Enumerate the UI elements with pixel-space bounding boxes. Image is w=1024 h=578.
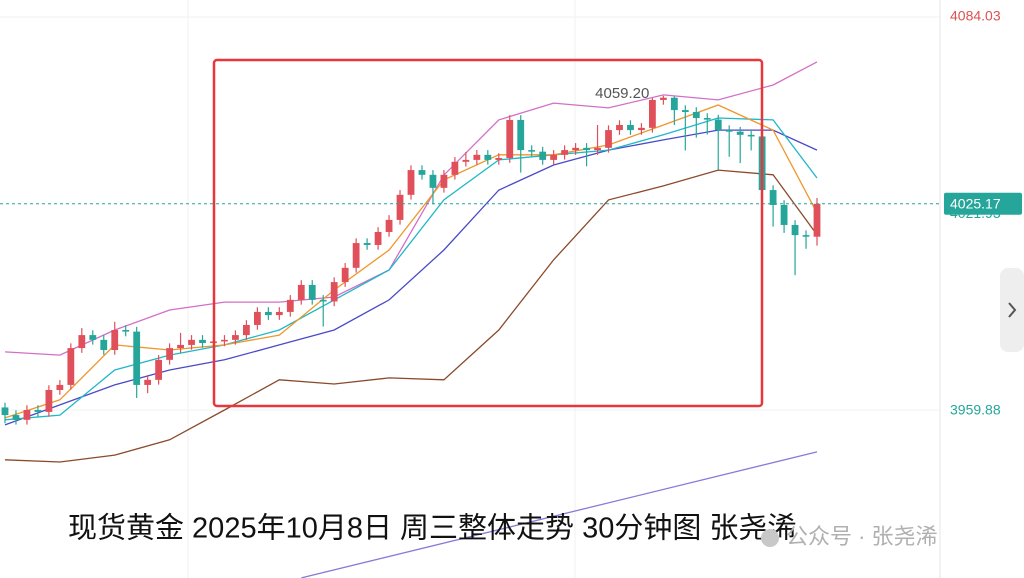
scroll-button[interactable] (1000, 268, 1024, 352)
candle-body (627, 125, 634, 131)
candle-body (275, 311, 283, 316)
candle-body (605, 130, 612, 148)
candle-body (78, 335, 86, 349)
candle-body (330, 282, 338, 302)
candle-body (297, 284, 305, 300)
candle-body (264, 311, 272, 316)
candle-body (67, 348, 75, 385)
watermark: 公众号 · 张尧浠 (786, 524, 938, 549)
indicator-line (301, 451, 818, 578)
candle-body (769, 190, 777, 205)
candle-body (319, 299, 327, 302)
indicator-line (4, 117, 818, 421)
candle-body (506, 119, 514, 159)
arrow-icon (1008, 302, 1017, 318)
y-tick-label: 4084.03 (950, 8, 1001, 24)
caption: 现货黄金 2025年10月8日 周三整体走势 30分钟图 张尧浠 (68, 512, 796, 545)
candle-body (352, 243, 360, 268)
candle-body (440, 174, 448, 188)
candle-body (12, 415, 20, 420)
candle-body (363, 243, 371, 245)
candle-body (517, 119, 525, 151)
layout (0, 0, 941, 578)
candle-body (144, 379, 152, 385)
candle-body (385, 219, 393, 232)
candle-body (221, 339, 228, 342)
candle-body (736, 131, 744, 135)
y-tick-label: 3959.88 (950, 402, 1001, 418)
candle-body (56, 384, 64, 390)
candle-body (451, 161, 459, 175)
highlight-box (212, 58, 764, 408)
candle-body (199, 339, 206, 344)
candle-body (802, 235, 810, 237)
candle-body (45, 389, 53, 412)
candle-body (341, 267, 349, 283)
candle-body (791, 224, 799, 236)
candle-body (561, 150, 569, 155)
candle-body (243, 324, 250, 336)
candle-body (495, 158, 503, 160)
candle-body (89, 335, 97, 340)
last-price-label: 4025.17 (950, 196, 1001, 212)
indicator-line (4, 104, 818, 419)
candle-body (649, 99, 656, 128)
candle-body (374, 231, 382, 245)
candle-body (714, 119, 722, 131)
candle-body (1, 407, 9, 416)
candle-body (583, 147, 590, 151)
candle-body (23, 409, 31, 420)
candle-body (725, 130, 733, 132)
candle-body (780, 204, 788, 225)
candle-body (681, 110, 689, 112)
candle-body (253, 311, 261, 325)
high-annotation: 4059.20 (595, 85, 649, 102)
candle-body (539, 151, 547, 160)
indicator-line (4, 61, 818, 356)
indicator-line (4, 129, 818, 426)
candle-body (594, 147, 601, 151)
candle-body (670, 97, 678, 111)
candle-body (407, 170, 415, 195)
candle-body (638, 127, 645, 131)
candle-body (703, 118, 711, 120)
candle-body (232, 335, 239, 340)
candle-body (155, 359, 163, 380)
candle-body (122, 330, 130, 332)
candle-body (100, 339, 108, 351)
candle-body (34, 409, 42, 412)
candle-body (572, 147, 579, 151)
candle-body (528, 150, 536, 152)
candle-body (418, 170, 426, 175)
candle-body (659, 97, 667, 100)
candle-body (462, 159, 470, 162)
plot: 4059.20 (0, 61, 940, 578)
candle-body (308, 284, 316, 300)
indicator-line (4, 169, 818, 463)
candle-body (813, 203, 821, 237)
candle-body (550, 154, 558, 160)
candle-body (111, 330, 119, 351)
candle-body (473, 154, 481, 160)
candle-body (429, 174, 437, 188)
last-price-badge (944, 192, 1022, 215)
candle-body (166, 348, 173, 360)
candle-body (484, 154, 492, 160)
candle-body (692, 111, 700, 119)
candle-body (747, 134, 755, 137)
candle-body (396, 194, 404, 220)
watermark-icon (761, 529, 779, 547)
candle-body (616, 125, 623, 131)
candle-body (188, 339, 195, 345)
candle-body (286, 299, 294, 312)
candle-body (177, 344, 184, 349)
candle-body (133, 331, 141, 385)
